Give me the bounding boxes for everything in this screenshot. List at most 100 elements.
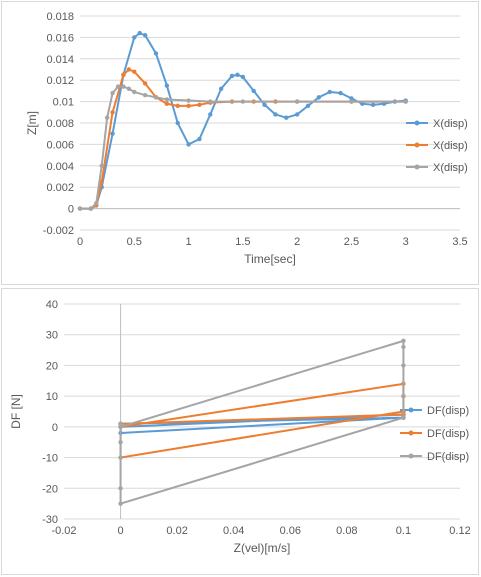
x-tick-label: 0.5 bbox=[127, 236, 142, 248]
x-tick-label: 0.06 bbox=[280, 525, 301, 537]
data-point bbox=[99, 179, 104, 185]
x-tick-label: 0.04 bbox=[223, 525, 244, 537]
data-point bbox=[316, 95, 322, 100]
data-point bbox=[360, 101, 365, 106]
data-point bbox=[121, 72, 126, 78]
data-point bbox=[164, 101, 170, 106]
data-point bbox=[273, 112, 278, 117]
x-tick-label: 2 bbox=[294, 236, 300, 248]
legend-marker bbox=[408, 407, 414, 413]
data-point bbox=[126, 67, 132, 72]
data-point bbox=[175, 120, 180, 126]
data-point bbox=[153, 95, 159, 100]
data-point bbox=[197, 136, 202, 142]
legend-label: DF(disp) bbox=[427, 405, 469, 417]
data-point bbox=[381, 101, 387, 106]
data-point bbox=[118, 486, 123, 491]
data-point bbox=[401, 415, 406, 420]
x-axis-title: Z(vel)[m/s] bbox=[234, 541, 291, 555]
data-point bbox=[294, 112, 300, 117]
data-point bbox=[142, 81, 148, 86]
data-point bbox=[294, 99, 300, 104]
x-tick-label: 0 bbox=[118, 525, 124, 537]
y-tick-label: 0.002 bbox=[46, 182, 74, 194]
data-point bbox=[110, 90, 115, 96]
data-point bbox=[262, 102, 267, 108]
chart-panel-displacement: -0.002 0 0.002 0.004 0.006 0.008 0.01 0.012 0.01… bbox=[1, 1, 479, 285]
y-tick-label: 0.008 bbox=[46, 118, 74, 130]
data-point bbox=[94, 201, 99, 206]
legend-label: DF(disp) bbox=[427, 428, 469, 440]
data-point bbox=[142, 33, 148, 38]
data-point bbox=[305, 103, 311, 109]
chart-panel-damping-force: -30 -20 -10 0 10 20 30 40 -0.02 0 0.02 0.04 0.06 0.08… bbox=[1, 288, 479, 575]
x-tick-label: 0 bbox=[77, 236, 83, 248]
data-point bbox=[77, 206, 83, 211]
data-point bbox=[208, 99, 213, 104]
y-tick-label: 0.004 bbox=[46, 161, 74, 173]
data-point bbox=[118, 440, 123, 445]
data-point bbox=[110, 131, 115, 136]
data-point bbox=[240, 99, 246, 104]
data-point bbox=[88, 206, 94, 211]
legend-label: X(disp) bbox=[433, 118, 468, 130]
y-tick-label: 0.012 bbox=[46, 75, 74, 87]
series-line bbox=[80, 32, 406, 210]
legend-marker bbox=[414, 142, 420, 148]
data-point bbox=[164, 83, 170, 88]
data-point bbox=[401, 338, 406, 344]
x-tick-label: 0.08 bbox=[336, 525, 357, 537]
data-point bbox=[349, 99, 354, 104]
legend-marker bbox=[414, 120, 420, 126]
y-axis-title: Z[m] bbox=[25, 111, 39, 135]
y-tick-label: -0.002 bbox=[43, 225, 74, 237]
data-point bbox=[401, 393, 406, 399]
data-point bbox=[403, 99, 408, 104]
data-point bbox=[121, 84, 126, 89]
data-point bbox=[251, 88, 256, 94]
x-tick-label: 2.5 bbox=[344, 236, 359, 248]
y-tick-label: 20 bbox=[46, 360, 58, 372]
data-point bbox=[186, 98, 191, 103]
data-point bbox=[370, 102, 376, 108]
data-point bbox=[118, 424, 123, 430]
x-tick-label: 3 bbox=[403, 236, 409, 248]
y-tick-label: 30 bbox=[46, 330, 58, 342]
x-tick-label: 0.12 bbox=[449, 525, 470, 537]
legend-marker bbox=[408, 430, 414, 436]
x-tick-label: 3.5 bbox=[452, 236, 467, 248]
x-tick-label: 1 bbox=[186, 236, 192, 248]
y-tick-label: 0 bbox=[52, 422, 58, 434]
data-point bbox=[110, 110, 115, 115]
y-tick-label: 0.016 bbox=[46, 32, 74, 44]
y-tick-label: 40 bbox=[46, 299, 58, 311]
data-point bbox=[137, 30, 142, 36]
chart-displacement: -0.00200.0020.0040.0060.0080.010.0120.01… bbox=[25, 11, 468, 266]
y-axis-title: DF [N] bbox=[9, 394, 23, 429]
data-point bbox=[338, 90, 343, 96]
data-point bbox=[186, 103, 191, 109]
data-point bbox=[164, 97, 170, 102]
x-axis-title: Time[sec] bbox=[244, 252, 296, 266]
data-point bbox=[132, 89, 137, 95]
data-point bbox=[132, 69, 137, 74]
x-tick-label: -0.02 bbox=[51, 525, 76, 537]
legend-marker bbox=[408, 453, 414, 459]
chart-damping-force: -30 -20 -10 0 10 20 30 40 -0.02 0 0.02 0.04 0.06 0.08… bbox=[9, 299, 471, 555]
legend-marker bbox=[414, 164, 420, 170]
data-point bbox=[118, 421, 123, 426]
data-point bbox=[175, 103, 180, 109]
data-point bbox=[240, 74, 246, 80]
data-point bbox=[401, 363, 406, 368]
y-tick-label: -20 bbox=[42, 483, 58, 495]
data-point bbox=[126, 86, 132, 91]
x-tick-label: 1.5 bbox=[235, 236, 250, 248]
series-line bbox=[80, 85, 406, 210]
y-tick-label: -10 bbox=[42, 453, 58, 465]
data-point bbox=[197, 102, 202, 108]
data-point bbox=[327, 89, 332, 95]
data-point bbox=[284, 115, 289, 120]
data-point bbox=[132, 35, 137, 40]
data-point bbox=[104, 115, 110, 120]
y-tick-label: 0.014 bbox=[46, 54, 74, 66]
